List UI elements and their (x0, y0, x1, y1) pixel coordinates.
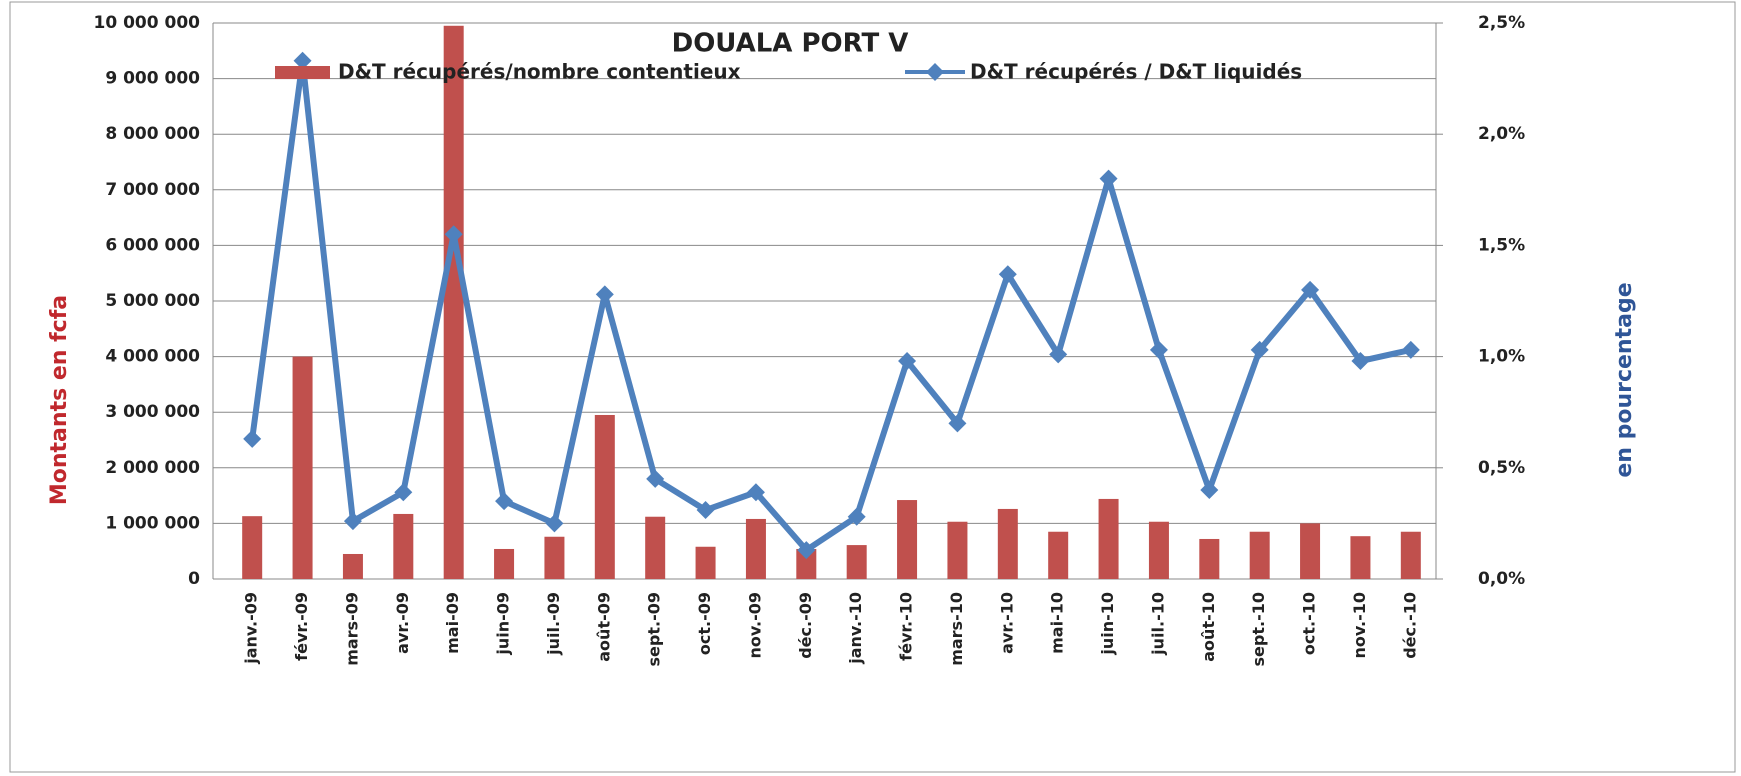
marker (746, 483, 765, 502)
y-tick-label: 1 000 000 (105, 513, 200, 533)
x-tick-label: mai-09 (443, 592, 462, 654)
bar (1148, 521, 1169, 579)
x-tick-label: juin-10 (1098, 592, 1117, 656)
bar (393, 513, 414, 579)
y-tick-label: 2 000 000 (105, 458, 200, 478)
x-tick-label: juil.-09 (544, 592, 563, 656)
y-tick-label: 9 000 000 (105, 69, 200, 89)
legend-label: D&T récupérés/nombre contentieux (338, 60, 741, 84)
line (249, 57, 1412, 554)
bar (796, 548, 817, 579)
y2-tick-label: 0,0% (1478, 569, 1525, 589)
marker (444, 225, 463, 244)
bar (242, 516, 263, 579)
bar (897, 500, 918, 579)
marker (898, 352, 917, 371)
bar (342, 553, 363, 579)
y-tick-label: 7 000 000 (105, 180, 200, 200)
y-tick-label: 0 (188, 569, 200, 589)
marker (1149, 340, 1168, 359)
bar (1300, 523, 1321, 579)
bar (997, 508, 1018, 579)
y2-axis-label: en pourcentage (1612, 282, 1637, 477)
y2-tick-label: 0,5% (1478, 458, 1525, 478)
x-tick-label: févr.-09 (292, 592, 311, 661)
y-tick-label: 5 000 000 (105, 291, 200, 311)
bar (1249, 531, 1270, 579)
legend-label: D&T récupérés / D&T liquidés (970, 60, 1302, 84)
bar (544, 536, 565, 579)
bar (594, 414, 615, 579)
marker (1200, 481, 1219, 500)
marker (1351, 352, 1370, 371)
marker (1301, 280, 1320, 299)
marker (696, 501, 715, 520)
bar (1199, 538, 1220, 579)
marker (646, 469, 665, 488)
x-tick-label: mars-10 (947, 592, 966, 666)
x-tick-label: nov.-09 (745, 592, 764, 659)
bar (1098, 498, 1119, 579)
x-tick-label: oct.-09 (695, 592, 714, 655)
marker (495, 492, 514, 511)
bar (645, 516, 666, 579)
chart-frame (9, 1, 1736, 773)
bar (947, 521, 968, 579)
bar (1048, 531, 1069, 579)
x-tick-label: avr.-09 (393, 592, 412, 654)
bar (745, 518, 766, 579)
x-tick-label: août-10 (1199, 592, 1218, 662)
y2-tick-label: 2,5% (1478, 13, 1525, 33)
x-tick-label: sept.-10 (1249, 592, 1268, 666)
marker (343, 512, 362, 531)
x-tick-label: déc.-09 (796, 592, 815, 659)
marker (1401, 340, 1420, 359)
marker (998, 265, 1017, 284)
y-tick-label: 10 000 000 (94, 13, 201, 33)
y-tick-label: 8 000 000 (105, 124, 200, 144)
y-axis-label: Montants en fcfa (47, 295, 72, 505)
marker (243, 429, 262, 448)
bar (292, 356, 313, 579)
x-tick-label: juin-09 (494, 592, 513, 656)
x-tick-label: avr.-10 (997, 592, 1016, 654)
x-tick-label: févr.-10 (897, 592, 916, 661)
y-tick-label: 4 000 000 (105, 347, 200, 367)
x-tick-label: janv.-10 (846, 592, 865, 665)
marker (847, 507, 866, 526)
x-tick-label: oct.-10 (1300, 592, 1319, 655)
bar (494, 548, 515, 579)
legend-swatch (275, 66, 330, 79)
y-tick-label: 3 000 000 (105, 402, 200, 422)
bar (846, 545, 867, 579)
y2-tick-label: 1,5% (1478, 235, 1525, 255)
y-tick-label: 6 000 000 (105, 235, 200, 255)
marker (1049, 345, 1068, 364)
marker (394, 483, 413, 502)
marker (797, 541, 816, 560)
bar (695, 546, 716, 579)
x-tick-label: mars-09 (342, 592, 361, 666)
x-tick-label: déc.-10 (1400, 592, 1419, 659)
bar (1400, 531, 1421, 579)
bar (1350, 536, 1371, 579)
y2-tick-label: 2,0% (1478, 124, 1525, 144)
legend-swatch (926, 63, 944, 81)
marker (545, 514, 564, 533)
marker (293, 51, 312, 70)
x-tick-label: juil.-10 (1148, 592, 1167, 656)
bar (443, 25, 464, 579)
marker (595, 285, 614, 304)
chart-title: DOUALA PORT V (672, 29, 909, 59)
marker (1099, 169, 1118, 188)
y2-tick-label: 1,0% (1478, 347, 1525, 367)
marker (948, 414, 967, 433)
x-tick-label: août-09 (594, 592, 613, 662)
x-tick-label: mai-10 (1048, 592, 1067, 654)
x-tick-label: sept.-09 (645, 592, 664, 666)
marker (1250, 340, 1269, 359)
x-tick-label: janv.-09 (242, 592, 261, 665)
x-tick-label: nov.-10 (1350, 592, 1369, 659)
